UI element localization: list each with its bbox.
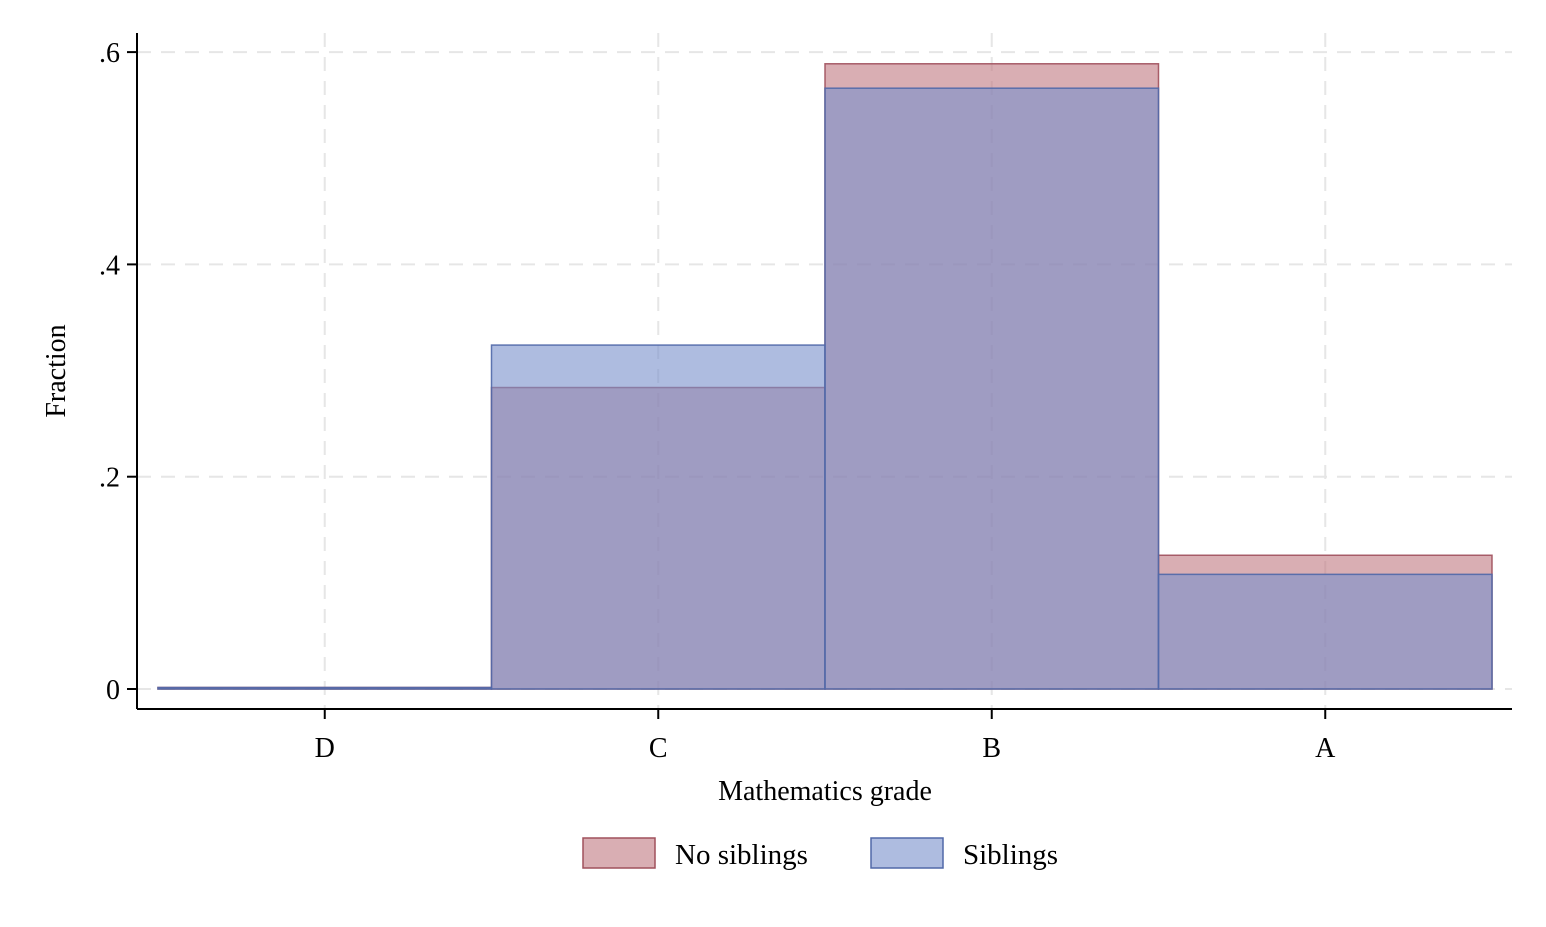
x-tick-label: B — [982, 733, 1001, 764]
bar-siblings-D — [157, 686, 493, 690]
y-tick-label: .2 — [99, 463, 120, 494]
bar-siblings-B — [824, 87, 1160, 690]
legend-label-siblings: Siblings — [963, 839, 1058, 871]
y-tick-label: .6 — [99, 38, 120, 69]
bar-siblings-A — [1157, 573, 1493, 690]
x-tick-label: D — [315, 733, 335, 764]
x-axis-title: Mathematics grade — [718, 776, 932, 807]
axes — [136, 33, 1512, 710]
legend-swatch-siblings — [870, 837, 944, 869]
legend: No siblings Siblings — [582, 837, 1058, 871]
y-tick-label: .4 — [99, 250, 120, 281]
bars — [157, 63, 1493, 690]
legend-swatch-no-siblings — [582, 837, 656, 869]
x-tick-label: C — [649, 733, 668, 764]
y-axis-ticks: 0 .2 .4 .6 — [99, 38, 137, 706]
legend-label-no-siblings: No siblings — [675, 839, 808, 871]
x-tick-label: A — [1315, 733, 1336, 764]
y-tick-label: 0 — [106, 675, 120, 706]
y-axis-title: Fraction — [41, 324, 72, 417]
bar-siblings-C — [490, 344, 826, 690]
